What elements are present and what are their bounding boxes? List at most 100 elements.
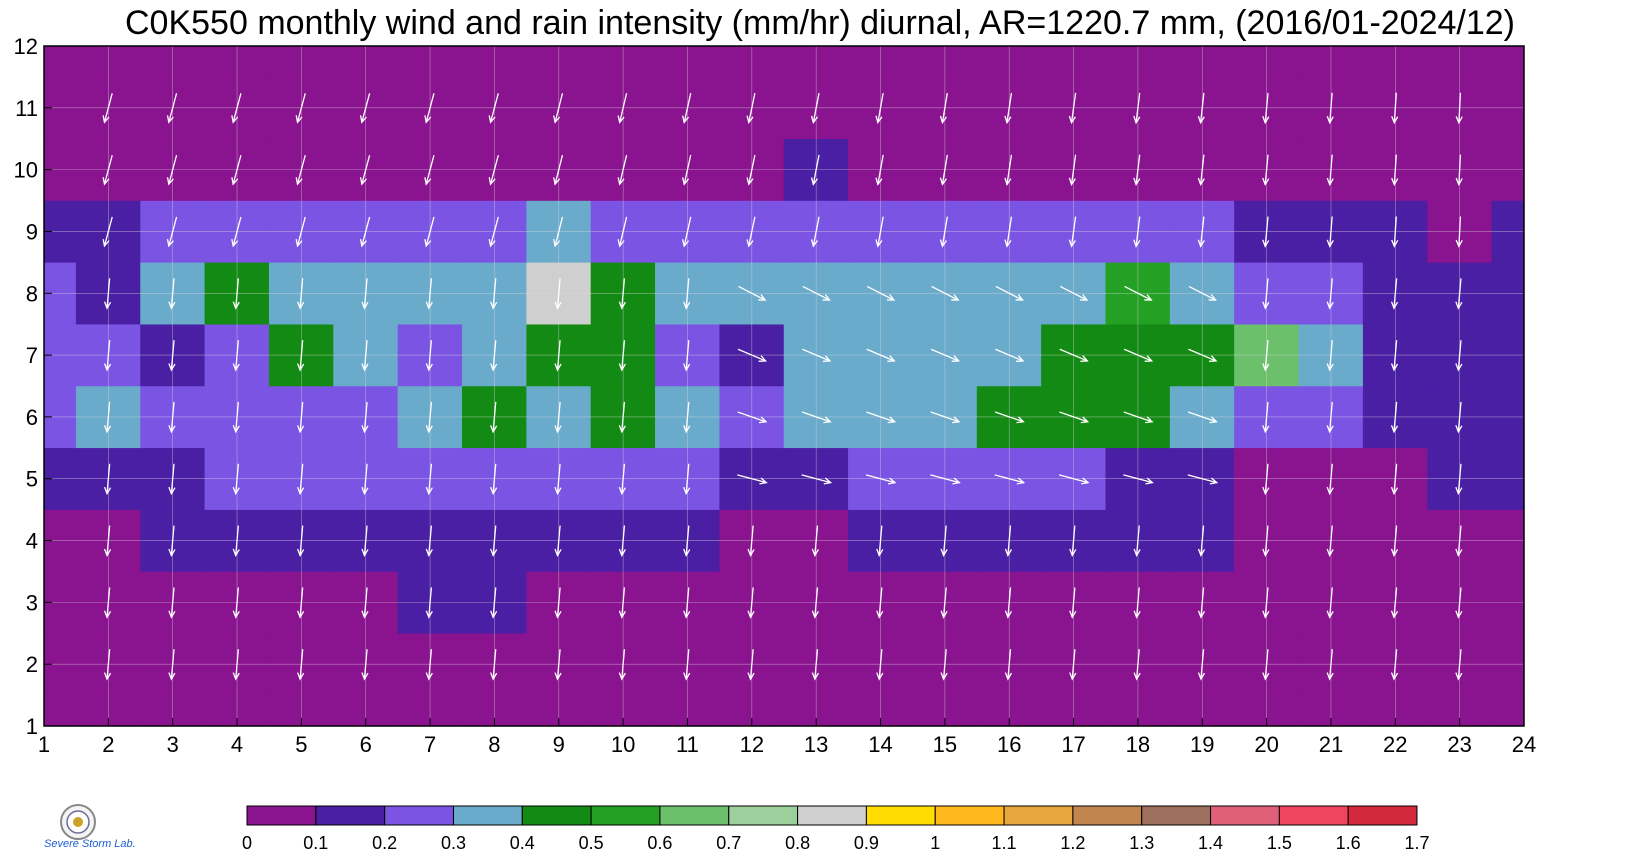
wind-arrow <box>553 216 564 248</box>
wind-arrow <box>554 649 562 681</box>
wind-arrow <box>231 93 242 124</box>
wind-arrow <box>1455 587 1463 619</box>
wind-arrow <box>361 525 369 557</box>
wind-arrow <box>747 587 755 619</box>
wind-arrow <box>810 154 820 186</box>
x-tick-label: 22 <box>1383 732 1407 757</box>
chart-title: C0K550 monthly wind and rain intensity (… <box>125 4 1515 42</box>
x-tick-label: 7 <box>424 732 436 757</box>
colorbar-tick-label: 0.2 <box>372 833 397 853</box>
x-tick-label: 5 <box>295 732 307 757</box>
wind-arrow <box>488 154 499 186</box>
wind-arrow <box>168 278 176 310</box>
x-tick-label: 24 <box>1512 732 1536 757</box>
wind-arrow <box>1197 525 1206 557</box>
colorbar-tick-label: 0.3 <box>441 833 466 853</box>
wind-arrow <box>1390 525 1399 557</box>
wind-arrow <box>1069 525 1077 557</box>
wind-arrow <box>232 340 240 372</box>
wind-arrow <box>1133 92 1141 125</box>
wind-arrow <box>1197 649 1206 681</box>
wind-arrow <box>618 649 626 681</box>
wind-arrow <box>1262 92 1270 125</box>
colorbar-swatch <box>659 805 730 826</box>
wind-arrow <box>554 525 562 557</box>
wind-arrow <box>1326 587 1334 619</box>
colorbar-tick-label: 1.1 <box>992 833 1017 853</box>
wind-arrow <box>554 278 562 310</box>
wind-arrow <box>168 587 176 619</box>
plot-frame <box>43 45 1525 727</box>
wind-arrow <box>359 93 371 124</box>
wind-arrow <box>1326 401 1334 434</box>
wind-arrow <box>1133 587 1141 619</box>
wind-arrow <box>424 154 435 186</box>
wind-arrow <box>1390 587 1399 619</box>
wind-arrow <box>296 649 305 681</box>
colorbar-swatch <box>1347 805 1418 826</box>
wind-arrow <box>681 154 692 186</box>
wind-arrow <box>617 93 628 124</box>
y-tick-label: 1 <box>26 714 38 739</box>
colorbar-tick-label: 0.9 <box>854 833 879 853</box>
colorbar-tick-label: 0.7 <box>716 833 741 853</box>
wind-arrow <box>618 278 626 310</box>
wind-arrow <box>553 154 564 186</box>
wind-arrow <box>232 463 240 496</box>
wind-arrow <box>103 340 112 372</box>
wind-arrow <box>1390 401 1399 434</box>
y-tick-label: 10 <box>14 158 38 183</box>
colorbar-swatch <box>521 805 592 826</box>
wind-arrow <box>103 278 112 310</box>
wind-arrow <box>168 525 176 557</box>
wind-arrow <box>425 340 433 372</box>
wind-arrow <box>618 587 626 619</box>
colorbar-swatch <box>934 805 1005 826</box>
wind-arrow <box>295 216 306 248</box>
wind-arrow <box>995 285 1024 301</box>
wind-arrow <box>1004 649 1013 681</box>
wind-arrow <box>994 411 1025 424</box>
wind-arrow <box>1262 154 1270 187</box>
colorbar-tick-label: 1.2 <box>1060 833 1085 853</box>
wind-arrow <box>1455 649 1463 681</box>
heatmap-cell <box>1491 694 1525 727</box>
colorbar-tick-label: 1.4 <box>1198 833 1223 853</box>
y-tick-label: 5 <box>26 467 38 492</box>
wind-arrow <box>424 216 435 248</box>
wind-arrow <box>425 401 433 434</box>
wind-arrow <box>102 154 113 186</box>
wind-arrow <box>866 348 896 362</box>
wind-arrow <box>296 525 305 557</box>
colorbar-swatch <box>452 805 523 826</box>
wind-arrow <box>488 216 499 248</box>
wind-arrow <box>876 587 884 619</box>
wind-arrow <box>866 285 896 301</box>
wind-arrow <box>1390 463 1399 496</box>
wind-arrow <box>810 216 820 248</box>
wind-arrow <box>876 649 884 681</box>
wind-arrow <box>1390 649 1399 681</box>
wind-vectors <box>102 92 1463 681</box>
colorbar-swatch <box>1003 805 1074 826</box>
wind-arrow <box>875 92 884 125</box>
wind-arrow <box>425 463 433 496</box>
wind-arrow <box>747 525 755 557</box>
wind-arrow <box>1187 411 1218 424</box>
wind-arrow <box>1262 340 1270 372</box>
x-tick-label: 8 <box>488 732 500 757</box>
heatmap-cell <box>43 694 77 727</box>
wind-arrow <box>232 649 240 681</box>
wind-arrow <box>746 93 756 124</box>
wind-arrow <box>554 587 562 619</box>
wind-arrow <box>801 474 833 485</box>
wind-arrow <box>1326 92 1334 125</box>
wind-arrow <box>1390 278 1399 310</box>
wind-arrow <box>553 93 564 124</box>
wind-arrow <box>488 93 499 124</box>
wind-arrow <box>359 216 371 248</box>
wind-arrow <box>683 463 691 496</box>
wind-arrow <box>490 587 498 619</box>
y-tick-label: 8 <box>26 281 38 306</box>
x-tick-label: 23 <box>1447 732 1471 757</box>
